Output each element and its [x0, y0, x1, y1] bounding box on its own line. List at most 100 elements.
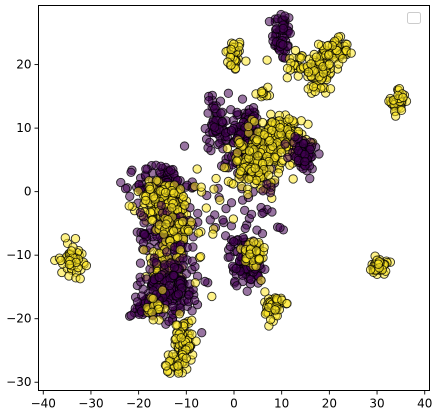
point-class-1: [168, 226, 179, 236]
point-class-1: [148, 192, 159, 202]
point-class-1: [192, 164, 202, 174]
point-class-1: [265, 135, 275, 146]
point-class-1: [249, 237, 259, 247]
point-class-1: [288, 174, 298, 184]
point-class-1: [324, 59, 335, 69]
point-class-1: [273, 168, 284, 178]
point-class-0: [204, 96, 214, 106]
point-class-0: [300, 156, 310, 167]
point-class-1: [226, 60, 236, 70]
point-class-1: [251, 246, 262, 256]
y-tick-label: −30: [6, 375, 31, 389]
point-class-0: [278, 40, 288, 50]
point-class-1: [282, 73, 292, 83]
point-class-1: [174, 309, 185, 319]
point-class-1: [276, 147, 286, 157]
point-class-1: [262, 55, 272, 65]
point-class-1: [147, 307, 157, 317]
point-class-1: [208, 229, 218, 239]
point-class-1: [157, 285, 168, 295]
point-class-1: [265, 314, 276, 325]
point-class-0: [210, 103, 220, 114]
point-class-0: [240, 205, 250, 215]
point-class-0: [132, 297, 143, 307]
point-class-0: [179, 141, 190, 151]
point-class-1: [148, 315, 158, 325]
point-class-1: [249, 116, 260, 127]
point-class-1: [160, 187, 171, 198]
point-class-0: [257, 208, 267, 219]
point-class-1: [256, 275, 266, 286]
point-class-0: [164, 316, 174, 326]
point-class-0: [142, 274, 152, 284]
point-class-0: [203, 108, 213, 118]
point-class-1: [373, 259, 383, 269]
point-class-0: [290, 131, 300, 142]
point-class-1: [187, 315, 197, 325]
point-class-0: [285, 28, 295, 38]
point-class-1: [324, 50, 334, 60]
point-class-1: [178, 216, 188, 227]
point-class-0: [156, 200, 166, 211]
point-class-0: [116, 177, 126, 188]
x-tick-label: −20: [126, 397, 151, 411]
point-class-1: [56, 255, 66, 266]
x-tick-label: 40: [417, 397, 432, 411]
point-class-0: [216, 108, 226, 118]
point-class-0: [278, 23, 288, 34]
point-class-0: [151, 258, 161, 268]
point-class-0: [120, 183, 131, 194]
point-class-0: [154, 272, 164, 282]
point-class-1: [235, 166, 246, 176]
point-class-1: [147, 215, 157, 226]
point-class-0: [226, 126, 237, 136]
point-class-0: [187, 306, 197, 316]
x-tick-label: 30: [369, 397, 384, 411]
point-class-1: [365, 265, 376, 275]
point-class-1: [187, 329, 197, 339]
point-class-0: [305, 173, 315, 184]
point-class-0: [275, 223, 285, 233]
point-class-1: [259, 130, 269, 140]
point-class-1: [222, 143, 232, 154]
point-class-1: [180, 200, 190, 210]
y-tick-label: 10: [16, 121, 31, 135]
point-class-1: [322, 41, 333, 51]
point-class-0: [135, 207, 145, 218]
point-class-1: [390, 111, 401, 121]
x-tick-label: 0: [230, 397, 238, 411]
point-class-0: [242, 286, 252, 296]
point-class-0: [145, 264, 155, 274]
point-class-0: [240, 223, 250, 234]
point-class-1: [325, 84, 336, 94]
point-class-1: [161, 219, 171, 229]
point-class-0: [221, 204, 231, 214]
point-class-1: [259, 242, 269, 253]
point-class-1: [244, 146, 255, 156]
point-class-1: [211, 173, 221, 184]
point-class-0: [229, 236, 239, 247]
point-class-1: [215, 195, 225, 205]
point-class-1: [232, 148, 243, 158]
point-class-1: [251, 175, 262, 186]
point-class-1: [173, 361, 183, 371]
point-class-1: [313, 39, 324, 49]
point-class-1: [64, 259, 75, 270]
y-tick-label: −20: [6, 312, 31, 326]
point-class-1: [219, 162, 229, 173]
point-class-0: [223, 88, 234, 98]
point-class-0: [264, 16, 275, 27]
point-class-1: [244, 174, 254, 184]
scatter-points: [50, 9, 412, 378]
point-class-0: [169, 262, 180, 273]
point-class-1: [181, 353, 191, 363]
point-class-1: [303, 67, 314, 77]
point-class-1: [145, 184, 155, 194]
point-class-1: [169, 188, 179, 198]
legend: [407, 12, 421, 24]
point-class-1: [296, 116, 306, 126]
point-class-1: [139, 245, 149, 255]
point-class-1: [184, 226, 194, 236]
point-class-1: [257, 117, 268, 128]
